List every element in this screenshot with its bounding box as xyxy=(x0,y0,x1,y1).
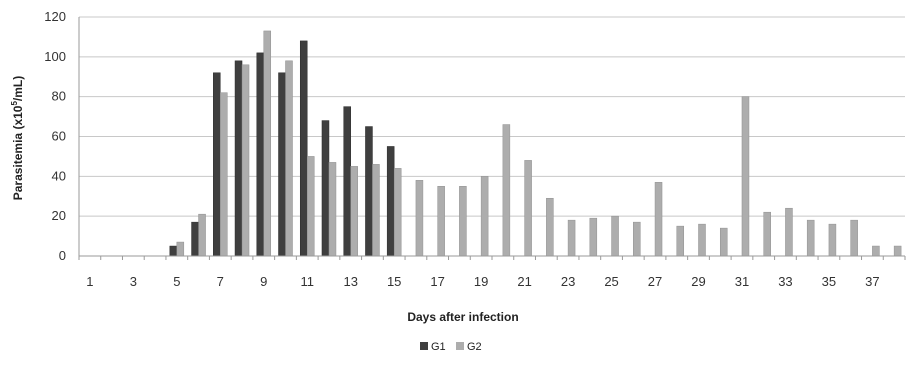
bar-g2-day-26 xyxy=(633,221,641,257)
y-tick-label: 120 xyxy=(44,9,66,24)
bar-g2-day-27 xyxy=(654,182,663,257)
bar-g1-day-7 xyxy=(213,72,221,257)
y-tick-labels: 0 20 40 60 80 100 120 xyxy=(44,9,66,263)
y-tick-label: 60 xyxy=(52,129,66,144)
bar-g2-day-23 xyxy=(567,219,576,257)
legend: G1 G2 xyxy=(420,341,482,353)
x-tick-label: 11 xyxy=(300,274,314,289)
bar-g2-day-8 xyxy=(241,64,250,257)
y-axis-title: Parasitemia (x105/mL) xyxy=(10,76,25,201)
bar-g2-day-19 xyxy=(480,176,489,257)
bar-g2-day-37 xyxy=(872,245,880,257)
bar-g2-day-18 xyxy=(459,186,467,257)
bar-g2-day-34 xyxy=(806,219,815,257)
legend-label-g1: G1 xyxy=(431,341,446,353)
bar-g2-day-15 xyxy=(393,168,402,257)
bar-g2-day-17 xyxy=(437,186,445,257)
bar-g2-day-14 xyxy=(372,164,380,257)
bar-g2-day-31 xyxy=(741,96,750,257)
bar-g2-day-22 xyxy=(546,197,554,257)
bar-g2-day-9 xyxy=(263,30,272,257)
bar-g2-day-20 xyxy=(502,124,511,257)
bar-g2-day-38 xyxy=(893,245,902,257)
x-tick-label: 29 xyxy=(691,274,705,289)
bar-g2-day-6 xyxy=(198,213,206,257)
x-tick-label: 37 xyxy=(865,274,879,289)
bar-g2-day-10 xyxy=(285,60,293,257)
bar-g1-day-8 xyxy=(234,60,243,257)
bar-g2-day-25 xyxy=(611,215,619,257)
bar-g2-day-16 xyxy=(415,180,424,257)
x-tick-label: 5 xyxy=(173,274,180,289)
bar-g2-day-5 xyxy=(176,241,185,257)
bar-g2-day-33 xyxy=(785,207,793,257)
bar-g1-day-14 xyxy=(365,126,373,257)
axes xyxy=(78,17,906,260)
legend-swatch-g2 xyxy=(456,342,464,350)
x-tick-label: 21 xyxy=(517,274,531,289)
gridlines xyxy=(79,16,905,217)
x-tick-label: 7 xyxy=(217,274,224,289)
bar-g2-day-12 xyxy=(328,162,337,257)
bar-g2-day-7 xyxy=(220,92,228,257)
y-tick-label: 100 xyxy=(44,49,66,64)
bar-g1-day-11 xyxy=(299,40,308,257)
bar-g2-day-13 xyxy=(350,166,358,257)
x-tick-label: 13 xyxy=(343,274,357,289)
legend-swatch-g1 xyxy=(420,342,428,350)
bars xyxy=(169,30,902,257)
y-axis-title-sup: 5 xyxy=(10,101,19,106)
legend-label-g2: G2 xyxy=(467,341,482,353)
x-axis-title: Days after infection xyxy=(407,310,518,324)
bar-g2-day-35 xyxy=(828,223,837,257)
x-tick-label: 3 xyxy=(130,274,137,289)
y-tick-label: 0 xyxy=(59,248,66,263)
x-tick-label: 1 xyxy=(86,274,93,289)
bar-g2-day-36 xyxy=(850,219,858,257)
x-tick-labels: 1 3 5 7 9 11 13 15 17 19 21 23 25 27 29 31 33 35 37 xyxy=(86,274,879,289)
x-tick-label: 19 xyxy=(474,274,488,289)
y-axis-title-main: Parasitemia (x10 xyxy=(11,105,25,200)
bar-g1-day-10 xyxy=(278,72,286,257)
bar-g2-day-11 xyxy=(306,156,315,257)
bar-g2-day-28 xyxy=(676,225,685,257)
y-tick-label: 40 xyxy=(52,168,66,183)
bar-g2-day-32 xyxy=(763,211,771,257)
bar-g1-day-13 xyxy=(343,106,351,257)
x-tick-label: 9 xyxy=(260,274,267,289)
bar-g1-day-9 xyxy=(256,52,265,257)
x-tick-label: 35 xyxy=(822,274,836,289)
bar-g1-day-15 xyxy=(386,146,395,257)
bar-g2-day-30 xyxy=(719,227,728,257)
bar-g1-day-12 xyxy=(321,120,330,257)
x-tick-label: 17 xyxy=(430,274,444,289)
bar-g1-day-5 xyxy=(169,245,178,257)
x-tick-label: 33 xyxy=(778,274,792,289)
x-tick-label: 23 xyxy=(561,274,575,289)
bar-g2-day-21 xyxy=(524,160,532,257)
bar-g2-day-29 xyxy=(698,223,706,257)
bar-g1-day-6 xyxy=(191,221,199,257)
x-tick-label: 27 xyxy=(648,274,662,289)
y-axis-title-end: /mL) xyxy=(11,76,25,101)
bar-g2-day-24 xyxy=(589,217,598,257)
y-tick-label: 20 xyxy=(52,208,66,223)
x-tick-label: 25 xyxy=(604,274,618,289)
y-tick-label: 80 xyxy=(52,89,66,104)
x-tick-label: 31 xyxy=(735,274,749,289)
x-tick-label: 15 xyxy=(387,274,401,289)
